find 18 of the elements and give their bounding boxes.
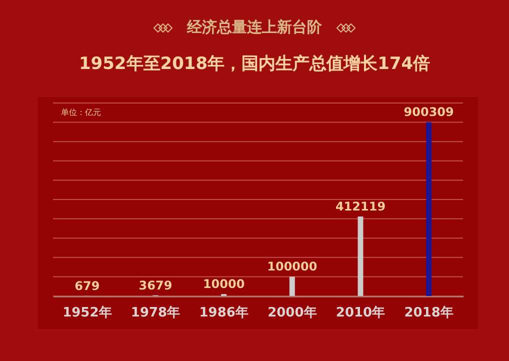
- x-tick-label: 2010年: [336, 306, 386, 320]
- data-label: 3679: [138, 278, 172, 292]
- bar: [358, 216, 364, 296]
- annotation: 单位：亿元: [61, 108, 101, 117]
- bar: [426, 122, 432, 296]
- x-tick-label: 1952年: [62, 306, 112, 320]
- x-tick-label: 2018年: [404, 306, 454, 320]
- chart-subtitle: 1952年至2018年，国内生产总值增长174倍: [78, 53, 432, 75]
- data-label: 10000: [202, 277, 245, 292]
- x-tick-label: 1986年: [199, 306, 248, 320]
- data-label: 100000: [267, 260, 318, 274]
- data-label: 412119: [335, 199, 386, 214]
- bar: [289, 276, 295, 296]
- chart-title: 经济总量连上新台阶: [187, 18, 322, 37]
- data-label: 679: [74, 278, 100, 293]
- x-tick-label: 2000年: [268, 306, 317, 320]
- x-tick-label: 1978年: [130, 306, 180, 320]
- data-label: 900309: [404, 105, 454, 120]
